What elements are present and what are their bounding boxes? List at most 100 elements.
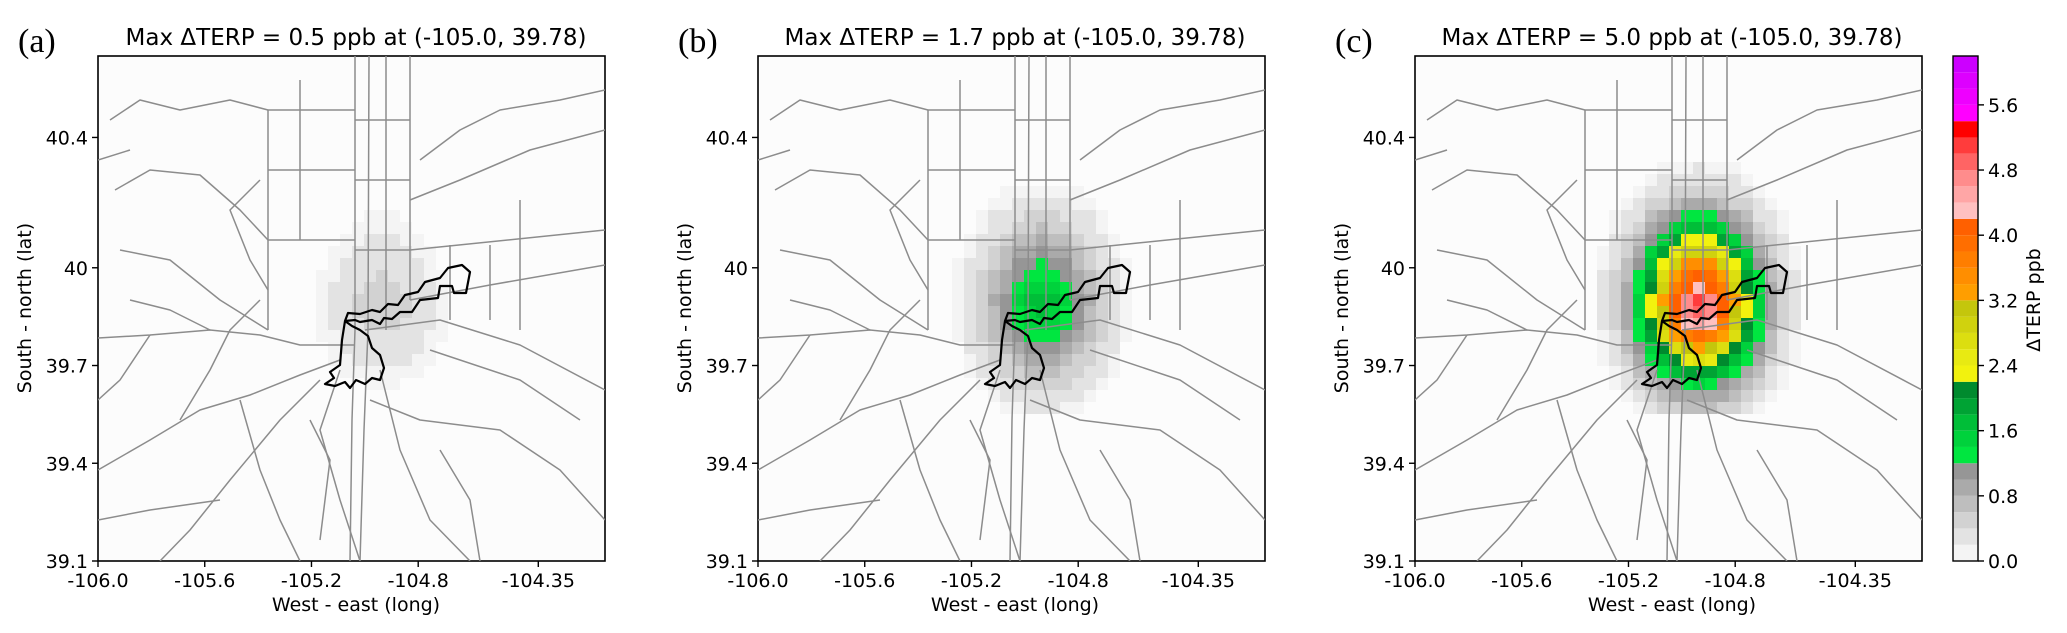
concentration-cell — [376, 294, 388, 306]
concentration-cell — [1072, 294, 1084, 306]
concentration-cell — [1012, 258, 1024, 270]
concentration-cell — [1765, 378, 1777, 390]
concentration-cell — [1693, 198, 1705, 210]
concentration-cell — [1048, 342, 1060, 354]
x-tick-labels: -106.0 -105.6 -105.2 -104.8 -104.35 — [727, 561, 1235, 592]
concentration-cell — [1705, 378, 1717, 390]
colorbar-bin — [1953, 528, 1978, 545]
concentration-cell — [1729, 282, 1741, 294]
x-tick-label: -104.8 — [1048, 570, 1109, 592]
concentration-cell — [1048, 378, 1060, 390]
concentration-cell — [1717, 234, 1729, 246]
panel-label: (c) — [1335, 23, 1373, 60]
concentration-cell — [1084, 306, 1096, 318]
road-segment — [758, 499, 881, 521]
concentration-cell — [1765, 342, 1777, 354]
colorbar-bin — [1953, 349, 1978, 366]
concentration-cell — [1693, 270, 1705, 282]
concentration-cell — [436, 330, 448, 342]
concentration-cell — [400, 258, 412, 270]
colorbar-bin — [1953, 430, 1978, 447]
concentration-cell — [1633, 210, 1645, 222]
concentration-cell — [1609, 354, 1621, 366]
concentration-cell — [352, 282, 364, 294]
concentration-cell — [1024, 294, 1036, 306]
y-tick-labels: 39.1 39.4 39.7 40 40.4 — [46, 127, 98, 573]
concentration-cell — [1741, 366, 1753, 378]
concentration-cell — [1072, 354, 1084, 366]
concentration-cell — [1765, 366, 1777, 378]
concentration-cell — [1036, 330, 1048, 342]
concentration-cell — [1657, 174, 1669, 186]
road-segment — [819, 379, 981, 561]
concentration-cell — [1741, 282, 1753, 294]
concentration-cell — [1705, 198, 1717, 210]
road-segment — [1089, 349, 1241, 421]
concentration-cell — [1621, 294, 1633, 306]
colorbar-tick-label: 0.8 — [1988, 486, 2018, 508]
road-segment — [98, 334, 151, 401]
x-tick-label: -105.2 — [1598, 570, 1659, 592]
concentration-cell — [1072, 366, 1084, 378]
concentration-cell — [1024, 198, 1036, 210]
y-tick-labels: 39.1 39.4 39.7 40 40.4 — [1363, 127, 1415, 573]
road-segment — [1626, 419, 1648, 541]
concentration-cell — [1681, 186, 1693, 198]
concentration-cell — [1657, 390, 1669, 402]
concentration-cell — [1681, 282, 1693, 294]
road-segment — [309, 419, 331, 541]
concentration-cell — [1060, 234, 1072, 246]
concentration-cell — [1789, 306, 1801, 318]
colorbar-bins — [1953, 56, 1978, 561]
concentration-cell — [1060, 378, 1072, 390]
concentration-cell — [1621, 378, 1633, 390]
concentration-cell — [1108, 234, 1120, 246]
concentration-cell — [1741, 354, 1753, 366]
colorbar-bin — [1953, 218, 1978, 236]
concentration-cell — [1036, 210, 1048, 222]
road-segment — [1009, 56, 1016, 561]
colorbar-bin — [1953, 365, 1978, 382]
concentration-cell — [1072, 402, 1084, 414]
map-area — [1415, 56, 1922, 561]
concentration-cell — [1633, 342, 1645, 354]
colorbar-bin — [1953, 121, 1978, 138]
colorbar-label: ΔTERP ppb — [2023, 248, 2045, 352]
concentration-cell — [388, 342, 400, 354]
concentration-cell — [1669, 210, 1681, 222]
concentration-cell — [352, 306, 364, 318]
colorbar-bin — [1953, 251, 1978, 268]
concentration-cell — [1024, 210, 1036, 222]
concentration-cell — [1789, 342, 1801, 354]
concentration-cell — [1597, 306, 1609, 318]
concentration-cell — [1084, 234, 1096, 246]
concentration-cell — [1072, 246, 1084, 258]
concentration-cell — [988, 270, 1000, 282]
concentration-cell — [1597, 270, 1609, 282]
concentration-cell — [1084, 342, 1096, 354]
concentration-cell — [424, 282, 436, 294]
road-segment — [369, 399, 605, 521]
x-tick-label: -105.6 — [1491, 570, 1552, 592]
concentration-cell — [1657, 210, 1669, 222]
concentration-cell — [1657, 198, 1669, 210]
concentration-cell — [1729, 234, 1741, 246]
concentration-cell — [328, 294, 340, 306]
concentration-cell — [1120, 306, 1132, 318]
concentration-cell — [1753, 246, 1765, 258]
road-segment — [1746, 349, 1898, 421]
concentration-cell — [1621, 390, 1633, 402]
colorbar-bin — [1953, 479, 1978, 496]
concentration-cell — [1789, 318, 1801, 330]
y-tick-label: 39.4 — [706, 453, 748, 475]
concentration-cell — [1633, 390, 1645, 402]
concentration-cell — [1609, 258, 1621, 270]
road-segment — [1696, 369, 1788, 561]
concentration-cell — [328, 258, 340, 270]
colorbar-bin — [1953, 495, 1978, 513]
panel-a: (a) Max ΔTERP = 0.5 ppb at (-105.0, 39.7… — [14, 23, 606, 616]
road-segment — [419, 89, 605, 161]
concentration-cell — [424, 342, 436, 354]
concentration-cell — [1741, 306, 1753, 318]
